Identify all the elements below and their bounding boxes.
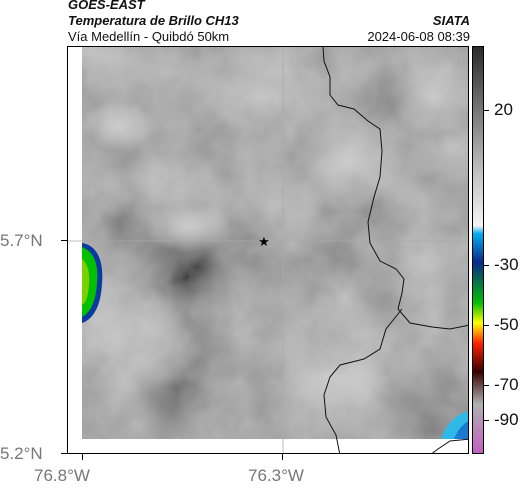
product-title: Temperatura de Brillo CH13 <box>68 13 239 28</box>
lat-label: 5.7°N <box>0 231 43 250</box>
y-axis-tick <box>61 453 67 454</box>
political-borders <box>322 47 468 453</box>
x-axis-tick <box>282 454 283 460</box>
station-star-icon: ★ <box>258 234 270 249</box>
x-axis-tick <box>82 454 83 460</box>
map-svg: ★ <box>68 47 468 453</box>
org-label: SIATA <box>432 13 470 28</box>
colorbar-label: -90 <box>494 410 519 429</box>
lat-label: 5.2°N <box>0 444 43 463</box>
colorbar-tick <box>484 385 489 386</box>
colorbar-label: -50 <box>494 315 519 334</box>
satellite-title: GOES-EAST <box>68 0 145 12</box>
colorbar-label: -70 <box>494 375 519 394</box>
lon-label: 76.8°W <box>34 466 90 485</box>
route-subtitle: Vía Medellín - Quibdó 50km <box>68 29 230 44</box>
lon-label: 76.3°W <box>248 466 304 485</box>
cloud-field <box>78 47 468 439</box>
colorbar-tick <box>484 110 489 111</box>
graticule <box>68 47 468 453</box>
colorbar-tick <box>484 420 489 421</box>
cold-cloud-left <box>82 243 103 323</box>
colorbar-tick <box>484 265 489 266</box>
colorbar <box>472 46 484 454</box>
colorbar-tick <box>484 325 489 326</box>
colorbar-label: 20 <box>494 100 513 119</box>
datetime-label: 2024-06-08 08:39 <box>367 29 470 44</box>
satellite-map[interactable]: ★ <box>67 46 469 454</box>
cold-cloud-right <box>441 411 468 439</box>
colorbar-label: -30 <box>494 255 519 274</box>
y-axis-tick <box>61 240 67 241</box>
